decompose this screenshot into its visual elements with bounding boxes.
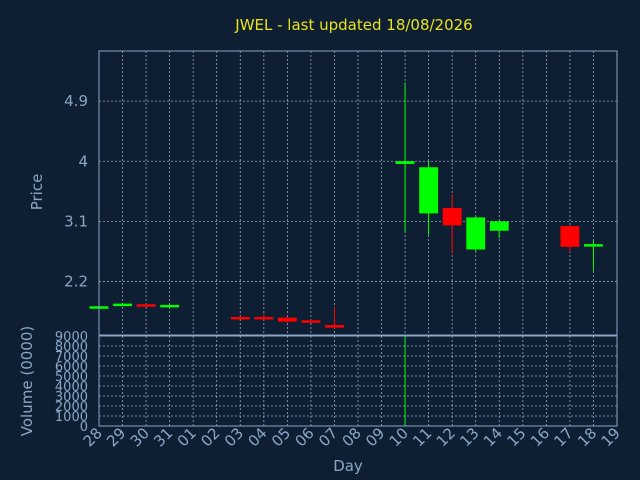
volume-panel-frame bbox=[98, 335, 618, 427]
volume-tick-label: 3000 bbox=[55, 390, 88, 405]
x-tick-label: 14 bbox=[480, 424, 506, 450]
x-tick-label: 19 bbox=[598, 424, 624, 450]
candle-body bbox=[584, 244, 603, 247]
volume-tick-label: 7000 bbox=[55, 350, 88, 365]
x-tick-label: 29 bbox=[103, 424, 129, 450]
candle bbox=[277, 316, 297, 323]
volume-tick-label: 5000 bbox=[55, 370, 88, 385]
volume-tick-label: 9000 bbox=[55, 330, 88, 345]
candle-body bbox=[254, 316, 274, 320]
candle-body bbox=[466, 217, 486, 250]
price-tick-label: 4 bbox=[78, 152, 88, 170]
x-tick-label: 05 bbox=[268, 424, 294, 450]
candle bbox=[442, 194, 462, 254]
price-axis-label: Price bbox=[28, 174, 46, 211]
x-tick-label: 17 bbox=[551, 424, 577, 450]
candle-body bbox=[301, 320, 321, 323]
candle-body bbox=[419, 167, 439, 214]
candle bbox=[419, 161, 439, 235]
candle bbox=[560, 225, 580, 253]
candle bbox=[230, 316, 250, 320]
x-tick-label: 08 bbox=[339, 424, 365, 450]
candle-body bbox=[136, 304, 156, 307]
volume-tick-label: 4000 bbox=[55, 380, 88, 395]
volume-grid bbox=[99, 335, 617, 427]
candle-body bbox=[230, 316, 250, 320]
candle bbox=[113, 302, 132, 307]
x-tick-label: 13 bbox=[456, 424, 482, 450]
candle-body bbox=[277, 317, 297, 322]
volume-tick-label: 2000 bbox=[55, 400, 88, 415]
candle bbox=[254, 313, 274, 320]
candle bbox=[466, 216, 486, 251]
candle bbox=[136, 303, 156, 307]
candle bbox=[584, 240, 603, 271]
volume-tick-label: 1000 bbox=[55, 410, 88, 425]
x-tick-label: 15 bbox=[503, 424, 529, 450]
x-tick-label: 10 bbox=[386, 424, 412, 450]
candle-body bbox=[560, 226, 580, 247]
candle-body bbox=[160, 304, 180, 308]
x-tick-label: 31 bbox=[150, 424, 176, 450]
x-tick-labels: 2829303101020304050607080910111213141516… bbox=[80, 424, 624, 450]
volume-tick-label: 6000 bbox=[55, 360, 88, 375]
x-axis-label: Day bbox=[333, 457, 363, 475]
candle-body bbox=[442, 208, 462, 226]
price-tick-labels: 2.2 3.1 4 4.9 bbox=[64, 92, 88, 290]
price-panel-frame bbox=[98, 50, 618, 336]
volume-axis-label: Volume (0000) bbox=[18, 326, 36, 436]
candle-body bbox=[395, 161, 415, 164]
price-grid bbox=[99, 51, 617, 335]
candles bbox=[89, 82, 603, 329]
candle bbox=[489, 220, 509, 239]
x-tick-label: 09 bbox=[362, 424, 388, 450]
x-tick-label: 01 bbox=[174, 424, 200, 450]
x-tick-label: 30 bbox=[127, 424, 153, 450]
candle bbox=[325, 306, 344, 329]
candle bbox=[395, 82, 415, 233]
x-tick-label: 06 bbox=[292, 424, 318, 450]
x-tick-label: 12 bbox=[433, 424, 459, 450]
candle-body bbox=[325, 324, 344, 328]
x-tick-label: 02 bbox=[197, 424, 223, 450]
price-tick-label: 2.2 bbox=[64, 273, 88, 291]
candle bbox=[301, 319, 321, 323]
x-tick-label: 07 bbox=[315, 424, 341, 450]
volume-tick-label: 0 bbox=[80, 420, 88, 435]
x-tick-label: 11 bbox=[409, 424, 435, 450]
candle-body bbox=[113, 303, 132, 307]
x-tick-label: 18 bbox=[574, 424, 600, 450]
candle-body bbox=[489, 221, 509, 231]
x-tick-label: 16 bbox=[527, 424, 553, 450]
x-tick-label: 04 bbox=[244, 424, 270, 450]
candle bbox=[160, 304, 180, 308]
price-tick-label: 4.9 bbox=[64, 92, 88, 110]
chart-title: JWEL - last updated 18/08/2026 bbox=[234, 16, 472, 34]
price-tick-label: 3.1 bbox=[64, 212, 88, 230]
x-tick-label: 03 bbox=[221, 424, 247, 450]
volume-tick-label: 8000 bbox=[55, 340, 88, 355]
